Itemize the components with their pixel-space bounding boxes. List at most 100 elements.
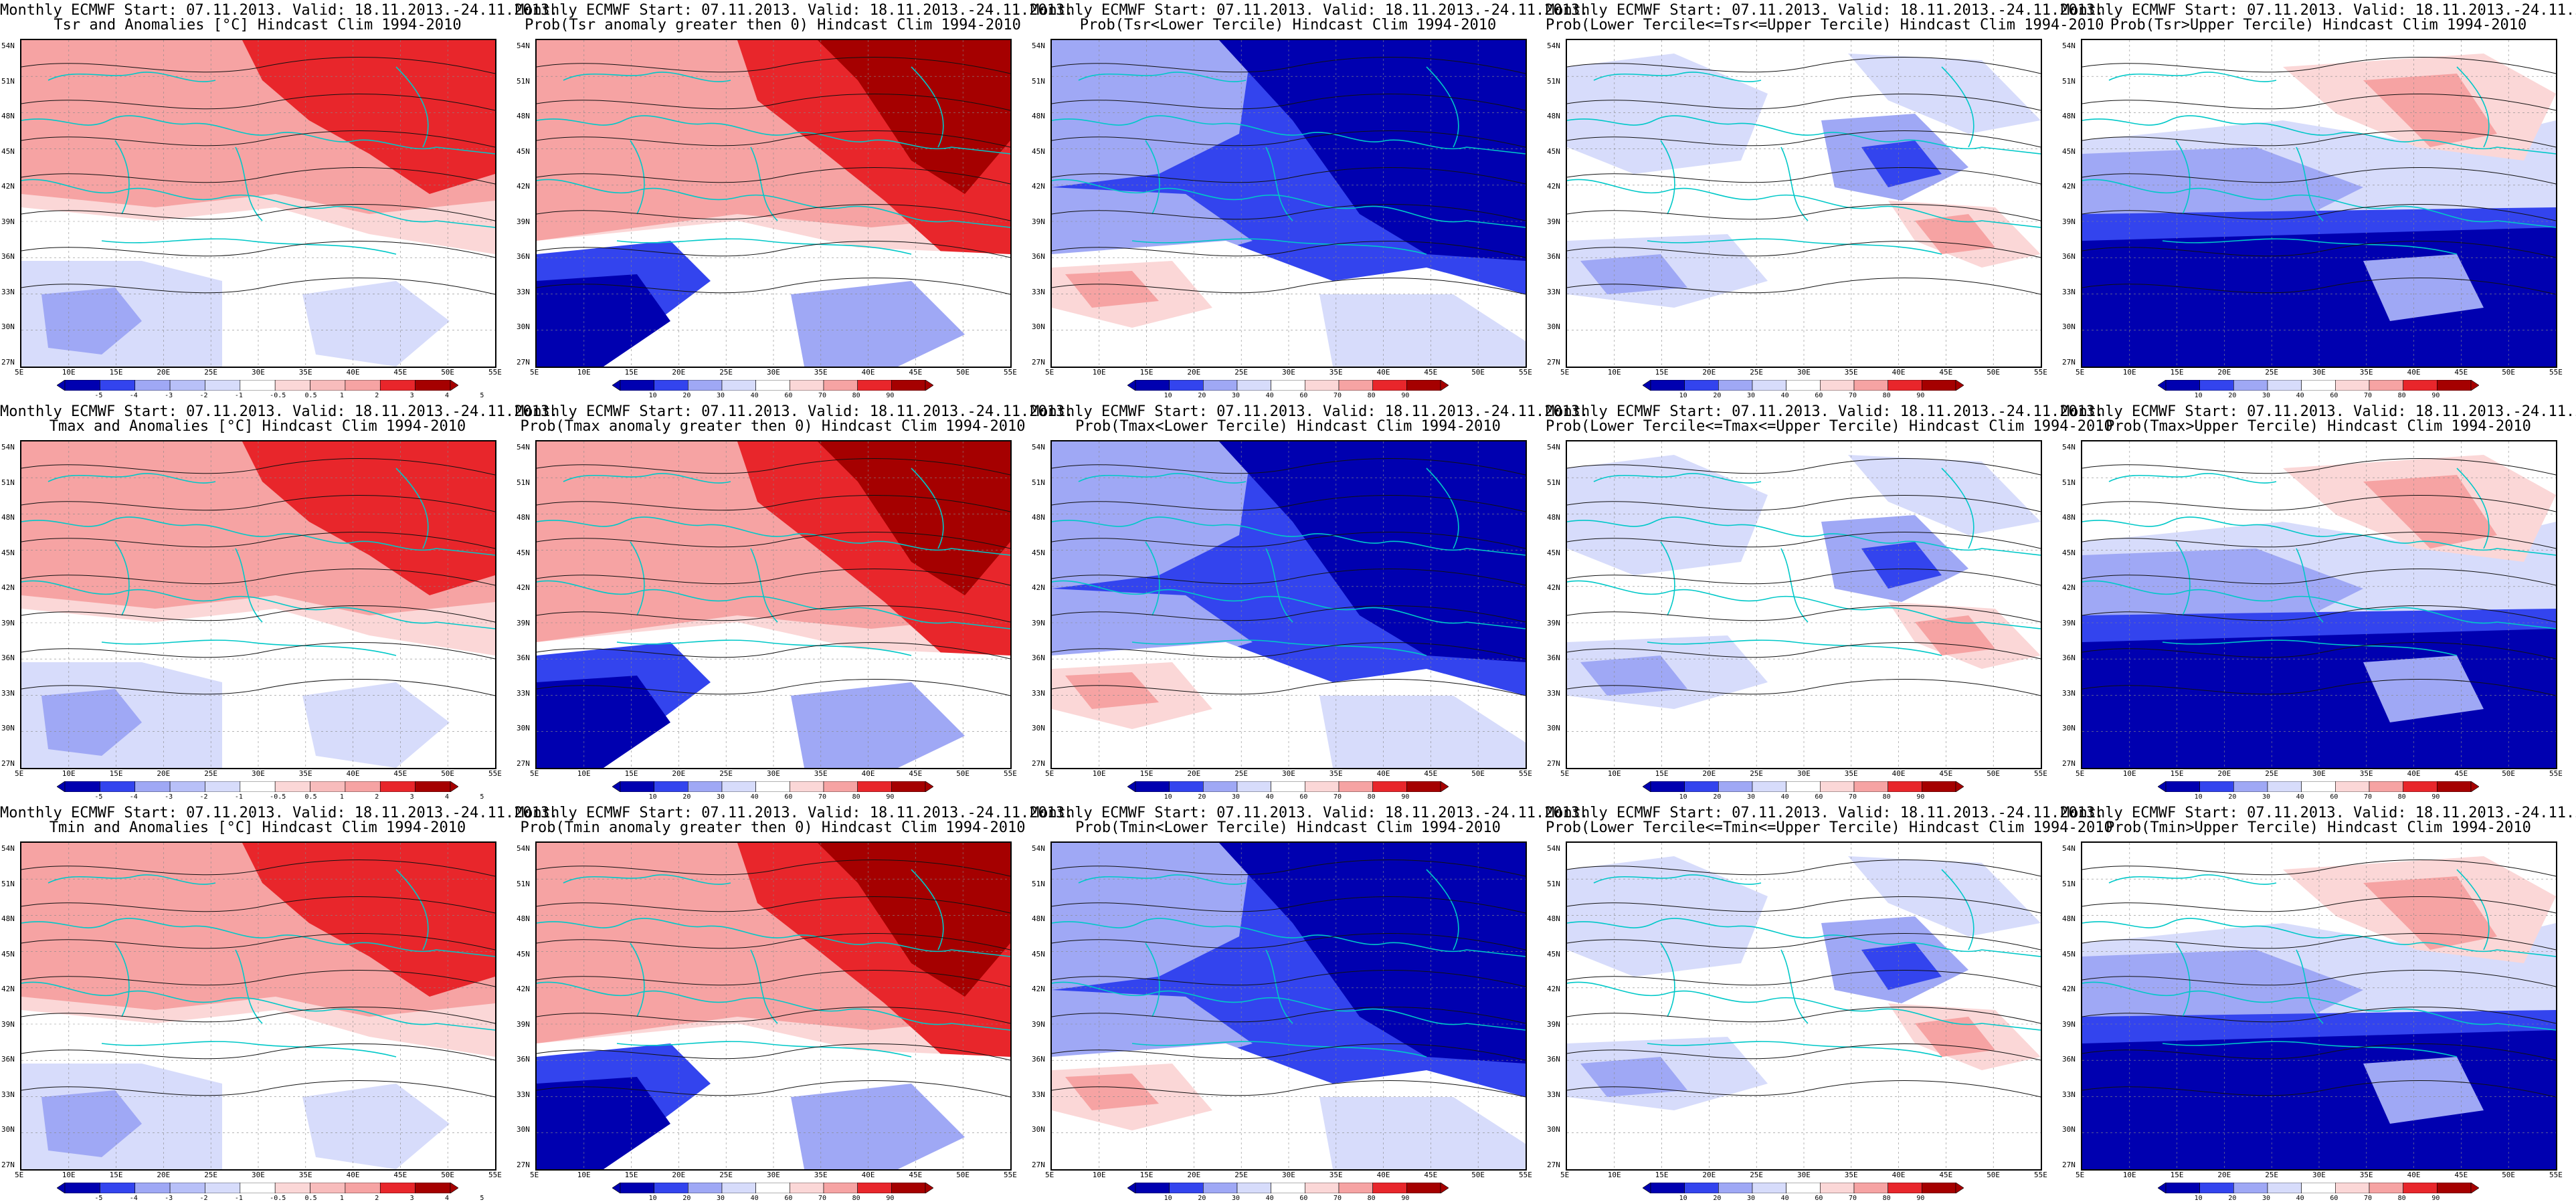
colorbar-swatch xyxy=(205,379,241,391)
colorbar-tick-label: 90 xyxy=(1401,793,1410,801)
map-panel: Monthly ECMWF Start: 07.11.2013. Valid: … xyxy=(515,0,1073,401)
lat-tick-label: 54N xyxy=(1,844,15,853)
lon-tick-label: 5E xyxy=(530,368,539,377)
colorbar-tick-label: 80 xyxy=(2397,793,2406,801)
lon-tick-label: 50E xyxy=(2502,368,2516,377)
colorbar-swatch xyxy=(205,1182,241,1194)
colorbar-swatch xyxy=(721,1182,756,1194)
coastline xyxy=(1660,942,1675,1017)
lon-tick-label: 35E xyxy=(1329,1171,1343,1179)
lon-tick-label: 5E xyxy=(530,769,539,778)
colorbar-tick-label: 10 xyxy=(2194,1195,2203,1202)
lon-tick-label: 50E xyxy=(1471,1171,1485,1179)
contour-line xyxy=(21,167,495,185)
lon-tick-label: 40E xyxy=(1376,769,1390,778)
coastline xyxy=(537,918,1010,957)
colorbar-swatch xyxy=(1718,781,1753,793)
colorbar-tick-label: -3 xyxy=(165,392,173,399)
coastline xyxy=(616,238,912,255)
lon-tick-label: 35E xyxy=(2359,769,2373,778)
lon-tick-label: 20E xyxy=(672,1171,686,1179)
panel-title-line2: Prob(Tmax anomaly greater then 0) Hindca… xyxy=(520,418,1026,435)
colorbar-swatch xyxy=(620,781,654,793)
lon-tick-label: 20E xyxy=(1187,1171,1201,1179)
lon-tick-label: 30E xyxy=(252,1171,265,1179)
coastline xyxy=(1660,541,1675,616)
lat-tick-label: 30N xyxy=(2062,724,2076,732)
lon-tick-label: 45E xyxy=(1939,769,1953,778)
panel-title-line2: Prob(Tmax<Lower Tercile) Hindcast Clim 1… xyxy=(1075,418,1501,435)
contour-line xyxy=(1567,532,2041,549)
colorbar-tick-label: 40 xyxy=(1780,1195,1789,1202)
contour-line xyxy=(21,605,495,623)
colorbar-swatch xyxy=(2267,379,2302,391)
lat-tick-label: 45N xyxy=(1547,548,1560,557)
map-field xyxy=(1050,841,1527,1171)
field-shading xyxy=(1861,542,1942,589)
coastline xyxy=(2082,179,2556,228)
coastline xyxy=(911,468,944,549)
lat-tick-label: 45N xyxy=(1,146,15,156)
map-field xyxy=(535,39,1012,368)
lat-tick-label: 42N xyxy=(517,583,530,592)
colorbar-swatch xyxy=(2165,1182,2200,1194)
panel-title-line2: Prob(Tsr anomaly greater then 0) Hindcas… xyxy=(525,17,1021,33)
lat-tick-label: 27N xyxy=(1032,759,1045,768)
colorbar-swatch xyxy=(415,781,451,793)
colorbar-swatch xyxy=(2369,781,2403,793)
colorbar-swatch xyxy=(2233,1182,2268,1194)
contour-line xyxy=(2082,1080,2556,1098)
lat-tick-label: 33N xyxy=(517,1090,530,1099)
lon-tick-label: 25E xyxy=(719,1171,733,1179)
lat-tick-label: 30N xyxy=(2062,1125,2076,1134)
contour-line xyxy=(1567,458,2041,476)
colorbar-swatch xyxy=(134,781,171,793)
lon-tick-label: 15E xyxy=(1139,1171,1154,1179)
colorbar-swatch xyxy=(2301,781,2336,793)
lat-tick-label: 36N xyxy=(2062,1055,2076,1064)
lon-tick-label: 25E xyxy=(204,1171,218,1179)
contour-line xyxy=(1052,1080,1526,1098)
map-panel: Monthly ECMWF Start: 07.11.2013. Valid: … xyxy=(0,0,558,401)
lat-tick-label: 36N xyxy=(1032,252,1045,261)
lat-tick-label: 39N xyxy=(2062,618,2076,627)
coastline xyxy=(1593,473,1762,484)
colorbar-swatch xyxy=(1820,379,1855,391)
lat-tick-label: 39N xyxy=(2062,217,2076,226)
panel-title-line1: Monthly ECMWF Start: 07.11.2013. Valid: … xyxy=(1030,2,1589,19)
colorbar-tick-label: 70 xyxy=(2364,793,2373,801)
lat-tick-label: 42N xyxy=(1032,583,1045,592)
colorbar-tick-label: -2 xyxy=(199,392,208,399)
colorbar-swatch xyxy=(1406,1182,1441,1194)
map-panel: Monthly ECMWF Start: 07.11.2013. Valid: … xyxy=(1030,0,1589,401)
lon-tick-label: 50E xyxy=(2502,769,2516,778)
colorbar-tick-label: -2 xyxy=(199,1195,208,1202)
lon-tick-label: 5E xyxy=(2076,769,2085,778)
colorbar-tick-label: 10 xyxy=(1164,793,1172,801)
colorbar-swatch xyxy=(721,781,756,793)
contour-line xyxy=(21,933,495,950)
lon-tick-label: 10E xyxy=(577,769,591,778)
lat-tick-label: 27N xyxy=(1547,1160,1560,1169)
coastline xyxy=(1593,874,1762,885)
lon-tick-label: 30E xyxy=(2312,1171,2326,1179)
lat-tick-label: 42N xyxy=(2062,985,2076,993)
coastline xyxy=(2456,869,2490,950)
colorbar-swatch xyxy=(1372,781,1407,793)
lat-tick-label: 27N xyxy=(1547,357,1560,367)
lon-tick-label: 35E xyxy=(814,769,828,778)
colorbar-tick-label: 20 xyxy=(2228,392,2237,399)
colorbar-tick-label: 80 xyxy=(1367,1195,1376,1202)
panel-title-line1: Monthly ECMWF Start: 07.11.2013. Valid: … xyxy=(0,805,559,821)
lon-tick-label: 55E xyxy=(2034,368,2047,377)
colorbar-tick-label: 0.5 xyxy=(304,793,317,801)
colorbar-tick-label: 10 xyxy=(1679,1195,1687,1202)
contour-line xyxy=(21,495,495,512)
contour-line xyxy=(537,167,1010,185)
coastline xyxy=(2162,1041,2458,1058)
lon-tick-label: 20E xyxy=(1702,769,1716,778)
lon-tick-label: 5E xyxy=(1045,769,1054,778)
contour-line xyxy=(21,860,495,877)
lon-tick-label: 50E xyxy=(441,1171,455,1179)
colorbar-tick-label: 70 xyxy=(1849,793,1857,801)
